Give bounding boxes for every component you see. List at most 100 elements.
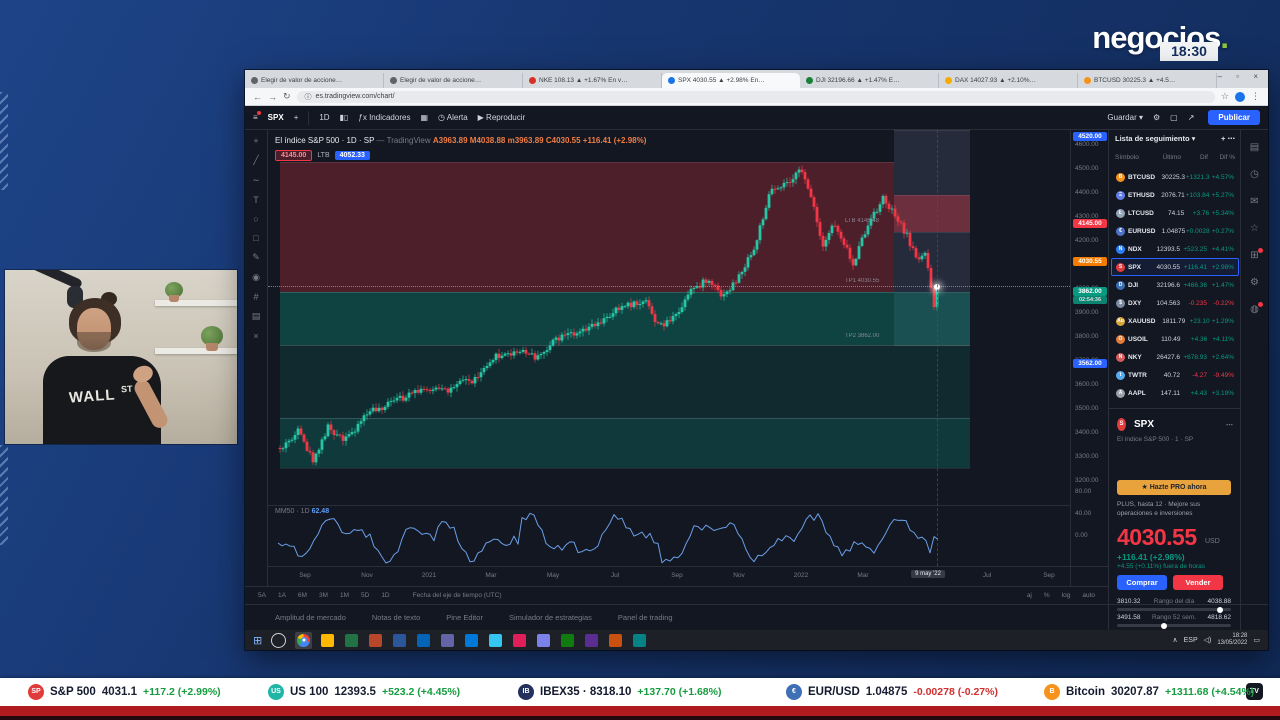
range-button-1M[interactable]: 1M (339, 592, 349, 599)
drawing-tool-icon-1[interactable]: ╱ (253, 155, 259, 165)
bottom-tab-4[interactable]: Panel de trading (617, 613, 673, 622)
publish-button[interactable]: Publicar (1208, 110, 1260, 125)
drawing-tool-icon-3[interactable]: T (253, 195, 259, 205)
replay-button[interactable]: ▶ Reproducir (477, 113, 526, 122)
watchlist-more-icon[interactable]: ⋯ (1227, 134, 1236, 143)
symbol-detail-header[interactable]: S SPX ⋯ (1117, 418, 1233, 431)
start-button[interactable]: ⊞ (253, 634, 263, 647)
watchlist-row-LTCUSD[interactable]: Ł LTCUSD 74.15 +3.76 +5.34% (1111, 204, 1239, 222)
watchlist-row-DXY[interactable]: $ DXY 104.563 -0.235 -0.22% (1111, 294, 1239, 312)
drawing-tool-icon-6[interactable]: ✎ (252, 252, 260, 262)
drawing-tool-icon-10[interactable]: × (253, 331, 259, 341)
forward-icon[interactable]: → (268, 91, 277, 102)
bottom-tab-1[interactable]: Notas de texto (371, 613, 421, 622)
browser-tab-1[interactable]: Elegir de valor de accione… (384, 73, 523, 88)
back-icon[interactable]: ← (253, 91, 262, 102)
tray-language[interactable]: ESP (1183, 636, 1198, 644)
price-chart[interactable]: LTB 4146.48 TP1 4030.55 TP2 3862.00 (268, 130, 1070, 505)
drawing-tool-icon-5[interactable]: □ (253, 233, 259, 243)
browser-menu-icon[interactable]: ⋮ (1251, 91, 1260, 101)
taskbar-app-12[interactable] (607, 632, 624, 649)
drawing-tool-icon-4[interactable]: ○ (253, 214, 259, 224)
taskbar-app-9[interactable] (535, 632, 552, 649)
chart-type-icon[interactable]: ▮▯ (339, 113, 349, 122)
browser-tab-4[interactable]: DJI 32196.66 ▲ +1.47% E… (800, 73, 939, 88)
drawing-tool-icon-0[interactable]: + (253, 136, 259, 146)
drawing-tool-icon-2[interactable]: ∼ (252, 175, 260, 185)
browser-tab-0[interactable]: Elegir de valor de accione… (245, 73, 384, 88)
browser-tab-5[interactable]: DAX 14027.93 ▲ +2.10%… (939, 73, 1078, 88)
reload-icon[interactable]: ↻ (283, 91, 291, 101)
save-button[interactable]: Guardar ▾ (1107, 113, 1143, 122)
time-axis-date-badge[interactable]: 9 may '22 (911, 570, 945, 578)
right-panel-icon-0[interactable]: ▤ (1249, 142, 1260, 153)
profile-avatar[interactable] (1235, 91, 1245, 102)
tray-clock[interactable]: 18:28 13/05/2022 (1217, 633, 1248, 646)
volume-icon[interactable]: ◁) (1203, 637, 1212, 644)
bottom-tab-3[interactable]: Simulador de estrategias (508, 613, 592, 622)
range-button-1A[interactable]: 1A (277, 592, 286, 599)
watchlist-row-NKY[interactable]: N NKY 26427.6 +678.93 +2.64% (1111, 348, 1239, 366)
watchlist-row-TWTR[interactable]: t TWTR 40.72 -4.27 -9.49% (1111, 366, 1239, 384)
interval-button[interactable]: 1D (319, 113, 330, 122)
taskbar-app-11[interactable] (583, 632, 600, 649)
bookmark-star-icon[interactable]: ☆ (1220, 91, 1229, 101)
layout-icon[interactable]: ▦ (420, 113, 428, 122)
blue-level-badge[interactable]: 4052.33 (334, 151, 370, 160)
bottom-tab-0[interactable]: Amplitud de mercado (275, 613, 346, 622)
go-pro-button[interactable]: ★ Hazte PRO ahora (1117, 480, 1231, 495)
watchlist-row-DJI[interactable]: D DJI 32196.6 +466.36 +1.47% (1111, 276, 1239, 294)
sell-button[interactable]: Vender (1173, 575, 1223, 590)
right-panel-icon-1[interactable]: ◷ (1250, 169, 1259, 180)
screenshot-icon[interactable]: ▢ (1170, 113, 1178, 122)
taskbar-app-2[interactable] (367, 632, 384, 649)
time-axis-mode-label[interactable]: Fecha del eje de tiempo (UTC) (412, 592, 502, 599)
red-level-badge[interactable]: 4145.00 (275, 150, 313, 161)
taskbar-search-icon[interactable] (269, 631, 288, 650)
taskbar-app-0[interactable] (319, 632, 336, 649)
detail-more-icon[interactable]: ⋯ (1226, 421, 1233, 429)
right-panel-icon-6[interactable]: ◍ (1250, 302, 1263, 315)
right-panel-icon-4[interactable]: ⊞ (1250, 248, 1263, 261)
taskbar-app-5[interactable] (439, 632, 456, 649)
taskbar-chrome-icon[interactable] (295, 631, 313, 649)
price-axis[interactable]: 4600.004500.004400.004300.004200.004100.… (1070, 130, 1109, 586)
drawing-tool-icon-9[interactable]: ▤ (251, 311, 261, 321)
tray-caret-icon[interactable]: ∧ (1172, 637, 1178, 644)
fullscreen-icon[interactable]: ↗ (1187, 113, 1195, 122)
range-button-1D[interactable]: 1D (381, 592, 390, 599)
browser-tab-3[interactable]: SPX 4030.55 ▲ +2.98% En… (662, 73, 800, 88)
symbol-search[interactable]: SPX (267, 113, 284, 122)
range-button-6M[interactable]: 6M (297, 592, 307, 599)
scale-toggle-log[interactable]: log (1061, 592, 1071, 599)
right-panel-icon-5[interactable]: ⚙ (1250, 277, 1259, 288)
scale-toggle-auto[interactable]: auto (1082, 592, 1095, 599)
taskbar-app-1[interactable] (343, 632, 360, 649)
browser-tab-2[interactable]: NKE 108.13 ▲ +1.67% En v… (523, 73, 662, 88)
buy-button[interactable]: Comprar (1117, 575, 1167, 590)
range-button-3M[interactable]: 3M (318, 592, 328, 599)
taskbar-app-7[interactable] (487, 632, 504, 649)
watchlist-row-ETHUSD[interactable]: Ξ ETHUSD 2076.71 +103.84 +5.27% (1111, 186, 1239, 204)
scale-toggle-aj[interactable]: aj (1026, 592, 1032, 599)
browser-tab-6[interactable]: BTCUSD 30225.3 ▲ +4.5… (1078, 73, 1217, 88)
indicator-pane[interactable] (268, 505, 1070, 567)
add-symbol-icon[interactable]: + (1221, 134, 1226, 143)
drawing-tool-icon-8[interactable]: # (253, 292, 259, 302)
settings-gear-icon[interactable]: ⚙ (1152, 113, 1161, 122)
compare-icon[interactable]: + (293, 113, 299, 122)
right-panel-icon-2[interactable]: ✉ (1250, 196, 1259, 207)
url-field[interactable]: ⓘ es.tradingview.com/chart/ (296, 90, 1215, 103)
taskbar-app-8[interactable] (511, 632, 528, 649)
indicator-label[interactable]: MM50 · 1D 62.48 (275, 508, 330, 515)
watchlist-row-AAPL[interactable]: A AAPL 147.11 +4.43 +3.19% (1111, 384, 1239, 402)
watchlist-row-USOIL[interactable]: O USOIL 110.49 +4.36 +4.11% (1111, 330, 1239, 348)
taskbar-app-6[interactable] (463, 632, 480, 649)
watchlist-row-EURUSD[interactable]: € EURUSD 1.04875 +0.0028 +0.27% (1111, 222, 1239, 240)
range-button-5D[interactable]: 5D (361, 592, 370, 599)
taskbar-app-13[interactable] (631, 632, 648, 649)
taskbar-app-10[interactable] (559, 632, 576, 649)
alert-button[interactable]: ◷ Alerta (438, 113, 468, 122)
bottom-tab-2[interactable]: Pine Editor (446, 613, 483, 622)
watchlist-row-XAUUSD[interactable]: Au XAUUSD 1811.79 +23.10 +1.29% (1111, 312, 1239, 330)
